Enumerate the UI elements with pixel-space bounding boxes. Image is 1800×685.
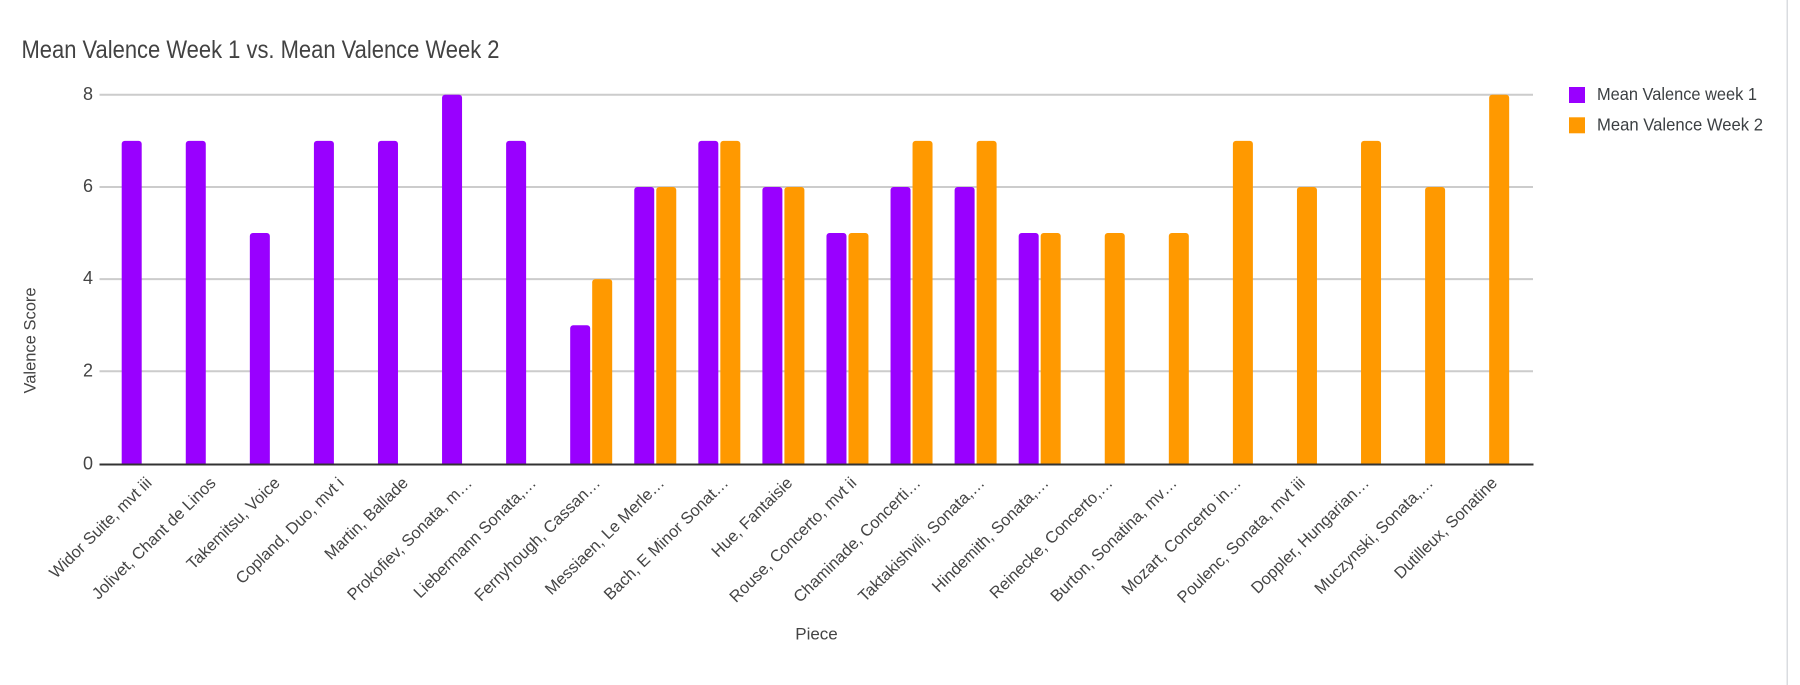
svg-text:6: 6 [83, 176, 93, 196]
svg-text:2: 2 [83, 360, 93, 380]
svg-text:8: 8 [83, 84, 93, 104]
svg-text:Piece: Piece [795, 625, 838, 644]
svg-text:4: 4 [83, 268, 93, 288]
svg-text:0: 0 [83, 453, 93, 473]
svg-text:Mean Valence week 1: Mean Valence week 1 [1597, 84, 1757, 104]
svg-text:Valence Score: Valence Score [22, 287, 40, 393]
svg-text:Mean Valence Week 2: Mean Valence Week 2 [1597, 114, 1763, 134]
svg-text:Mean Valence Week 1 vs. Mean V: Mean Valence Week 1 vs. Mean Valence Wee… [22, 36, 500, 64]
